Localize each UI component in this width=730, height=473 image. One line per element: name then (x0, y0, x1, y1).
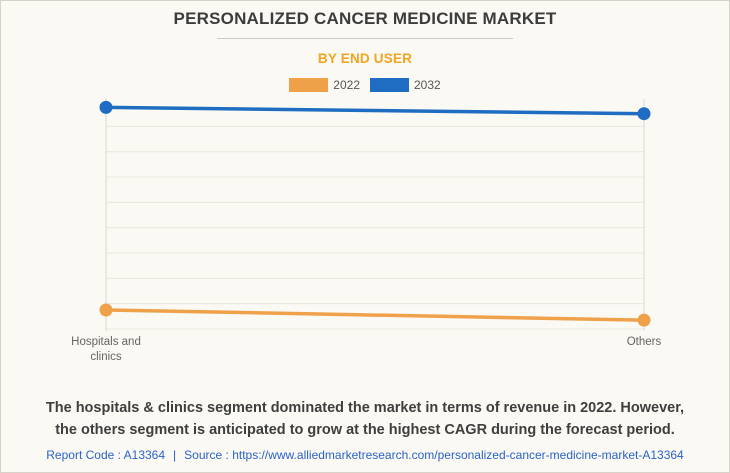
report-footer: Report Code : A13364 | Source : https://ww… (1, 448, 729, 462)
legend-item-2022[interactable]: 2022 (289, 78, 360, 92)
category-label-others: Others (626, 336, 662, 348)
legend-item-2032[interactable]: 2032 (370, 78, 441, 92)
chart-description: The hospitals & clinics segment dominate… (1, 397, 729, 441)
legend: 2022 2032 (1, 78, 729, 92)
description-line-1: The hospitals & clinics segment dominate… (45, 400, 685, 416)
data-point-2032-1[interactable] (637, 107, 651, 121)
legend-label-2022: 2022 (333, 78, 360, 92)
data-point-2022-0[interactable] (99, 303, 113, 317)
legend-swatch-2022[interactable] (289, 78, 329, 92)
source-url-link[interactable]: https://www.alliedmarketresearch.com/per… (232, 448, 684, 462)
gridlines (106, 125, 644, 330)
source-label: Source : (184, 448, 229, 462)
page-title: PERSONALIZED CANCER MEDICINE MARKET (173, 9, 557, 28)
footer-separator: | (173, 448, 177, 462)
line-chart-plot (99, 99, 651, 331)
legend-swatch-2032[interactable] (370, 78, 409, 92)
series-line-2032 (104, 105, 646, 116)
category-label-hospitals-and-clinics: Hospitals and clinics (71, 336, 141, 363)
title-divider (217, 38, 513, 39)
report-code: Report Code : A13364 (46, 448, 166, 462)
description-line-2: the others segment is anticipated to gro… (55, 422, 675, 438)
data-point-2022-1[interactable] (637, 313, 651, 327)
data-point-2032-0[interactable] (99, 100, 113, 114)
legend-label-2032: 2032 (414, 78, 441, 92)
series-line-2022 (104, 308, 646, 322)
chart-subtitle: BY END USER (317, 51, 413, 66)
